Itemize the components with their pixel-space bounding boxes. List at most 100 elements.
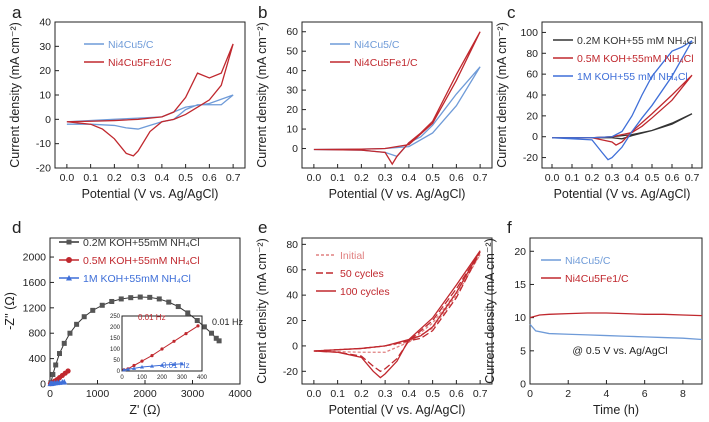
panel-label-d: d — [12, 218, 21, 237]
x-tick-label: 0.2 — [354, 172, 369, 184]
x-tick-label: 0.5 — [425, 172, 440, 184]
x-tick-label: 0.0 — [307, 172, 322, 184]
plot-frame — [529, 237, 703, 385]
series-line-1 — [529, 312, 703, 319]
y-tick-label: 800 — [28, 328, 46, 340]
y-tick-label: 20 — [286, 104, 298, 116]
x-tick-label: 0 — [47, 388, 53, 400]
y-tick-label: 60 — [286, 26, 298, 38]
data-point — [213, 335, 219, 341]
x-tick-label: 0.4 — [402, 388, 417, 400]
y-tick-label: -20 — [36, 163, 51, 175]
panel-label-a: a — [12, 3, 22, 22]
x-axis-label: Potential (V vs. Ag/AgCl) — [554, 187, 691, 201]
y-tick-label: 0 — [45, 114, 51, 126]
inset-y-tick: 150 — [110, 336, 121, 342]
legend-label: 1M KOH+55 mM NH₄Cl — [577, 71, 688, 83]
legend-label: 0.5M KOH+55mM NH₄Cl — [577, 53, 694, 65]
y-axis-label: Current density (mA cm⁻²) — [255, 22, 269, 168]
inset-point — [132, 363, 136, 368]
x-tick-label: 0.4 — [625, 172, 640, 184]
x-tick-label: 4 — [604, 388, 610, 400]
data-point — [50, 371, 56, 377]
annotation-f: @ 0.5 V vs. Ag/AgCl — [572, 345, 667, 357]
y-tick-label: 40 — [286, 290, 298, 302]
x-tick-label: 0.4 — [402, 172, 417, 184]
legend-label: Ni4Cu5Fe1/C — [354, 57, 418, 69]
legend-label: Ni4Cu5/C — [565, 255, 611, 267]
legend-label: 100 cycles — [340, 286, 390, 298]
inset-point — [160, 363, 164, 367]
data-point — [194, 318, 200, 324]
y-tick-label: -10 — [36, 138, 51, 150]
data-point — [65, 368, 71, 374]
series-line-1 — [66, 43, 234, 157]
chart-e: 0.0 0.1 0.2 0.3 0.4 0.5 0.6 0.7 -20 0 20 40 60 80 Pote… — [255, 237, 493, 417]
x-tick-label: 8 — [680, 388, 686, 400]
y-tick-label: 400 — [28, 353, 46, 365]
y-tick-label: 60 — [526, 69, 538, 81]
y-tick-label: 80 — [526, 48, 538, 60]
y-tick-label: -20 — [283, 366, 298, 378]
panel-label-c: c — [507, 3, 516, 22]
inset-point — [196, 324, 200, 328]
chart-b: 0.0 0.1 0.2 0.3 0.4 0.5 0.6 0.7 0 10 20 30 40 50 60 Pot… — [255, 21, 493, 201]
inset-y-tick: 50 — [113, 358, 120, 364]
inset-x-tick: 400 — [197, 375, 208, 381]
inset-point — [132, 366, 136, 370]
y-tick-label: -20 — [523, 152, 538, 164]
legend-marker — [66, 257, 72, 263]
x-tick-label: 0.3 — [605, 172, 620, 184]
inset-y-tick: 0 — [117, 369, 121, 375]
inset-point — [126, 367, 130, 371]
legend-label: 0.2M KOH+55 mM NH₄Cl — [577, 35, 697, 47]
series-line-0 — [313, 66, 481, 158]
inset-frame — [121, 315, 203, 372]
x-tick-label: 0.7 — [226, 172, 241, 184]
data-point — [74, 321, 80, 327]
y-tick-label: 60 — [286, 264, 298, 276]
legend-label: Ni4Cu5Fe1/C — [108, 57, 172, 69]
inset-point — [180, 361, 184, 366]
x-tick-label: 0.5 — [178, 172, 193, 184]
x-tick-label: 0.1 — [330, 388, 345, 400]
data-point — [147, 294, 153, 300]
y-tick-label: 10 — [39, 90, 51, 102]
y-tick-label: 20 — [526, 110, 538, 122]
legend-label: Initial — [340, 250, 365, 262]
y-tick-label: 40 — [286, 65, 298, 77]
data-point — [128, 295, 134, 301]
y-tick-label: 50 — [286, 46, 298, 58]
legend-label: 0.5M KOH+55mM NH₄Cl — [83, 255, 200, 267]
annotation-2: 0.01 Hz — [162, 361, 190, 370]
data-point — [209, 330, 214, 336]
x-tick-label: 0.1 — [330, 172, 345, 184]
y-tick-label: 5 — [520, 345, 526, 357]
y-tick-label: 40 — [39, 17, 51, 29]
x-tick-label: 2 — [565, 388, 571, 400]
x-tick-label: 0.2 — [354, 388, 369, 400]
panel-label-f: f — [507, 218, 512, 237]
y-axis-label: Current density (mA cm⁻²) — [255, 238, 269, 384]
chart-a: 0.0 0.1 0.2 0.3 0.4 0.5 0.6 0.7 -20 -10 0 10 20 30 40 P… — [8, 17, 246, 201]
x-tick-label: 0.6 — [449, 388, 464, 400]
y-tick-label: 10 — [514, 312, 526, 324]
y-axis-label: -Z'' (Ω) — [3, 292, 17, 330]
data-point — [81, 314, 87, 320]
data-point — [109, 298, 115, 304]
inset-point — [160, 347, 164, 351]
inset-point — [150, 364, 154, 368]
x-tick-label: 0.2 — [107, 172, 122, 184]
y-tick-label: 10 — [286, 124, 298, 136]
x-tick-label: 0.6 — [665, 172, 680, 184]
y-tick-label: 100 — [520, 27, 538, 39]
y-tick-label: 0 — [520, 379, 526, 391]
x-axis-label: Potential (V vs. Ag/AgCl) — [329, 187, 466, 201]
y-tick-label: 0 — [292, 340, 298, 352]
y-axis-label: Current density (mA cm⁻²) — [495, 22, 509, 168]
inset-y-tick: 200 — [110, 325, 121, 331]
data-point — [185, 310, 191, 316]
x-tick-label: 1000 — [86, 388, 110, 400]
x-tick-label: 0.6 — [449, 172, 464, 184]
